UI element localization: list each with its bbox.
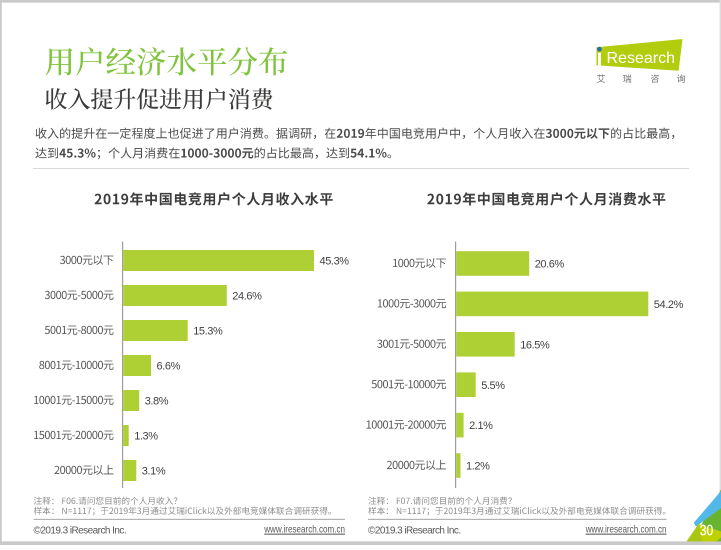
svg-text:20.6%: 20.6%: [535, 259, 565, 271]
svg-text:6.6%: 6.6%: [157, 361, 181, 373]
svg-text:45.3%: 45.3%: [320, 256, 350, 268]
svg-text:24.6%: 24.6%: [232, 291, 262, 303]
svg-text:1.3%: 1.3%: [134, 431, 158, 443]
svg-text:©2019.3 iResearch Inc.: ©2019.3 iResearch Inc.: [34, 526, 127, 537]
svg-text:16.5%: 16.5%: [520, 339, 550, 351]
svg-text:3.8%: 3.8%: [145, 396, 169, 408]
svg-text:5.5%: 5.5%: [481, 380, 505, 392]
svg-text:Research: Research: [607, 50, 675, 67]
svg-text:www.iresearch.com.cn: www.iresearch.com.cn: [263, 524, 345, 535]
svg-text:2.1%: 2.1%: [469, 420, 493, 432]
svg-text:54.2%: 54.2%: [654, 299, 684, 311]
svg-text:©2019.3 iResearch Inc.: ©2019.3 iResearch Inc.: [368, 526, 461, 537]
svg-text:1.2%: 1.2%: [466, 461, 490, 473]
svg-text:www.iresearch.com.cn: www.iresearch.com.cn: [585, 524, 667, 535]
svg-text:3.1%: 3.1%: [142, 466, 166, 478]
svg-text:15.3%: 15.3%: [193, 326, 223, 338]
